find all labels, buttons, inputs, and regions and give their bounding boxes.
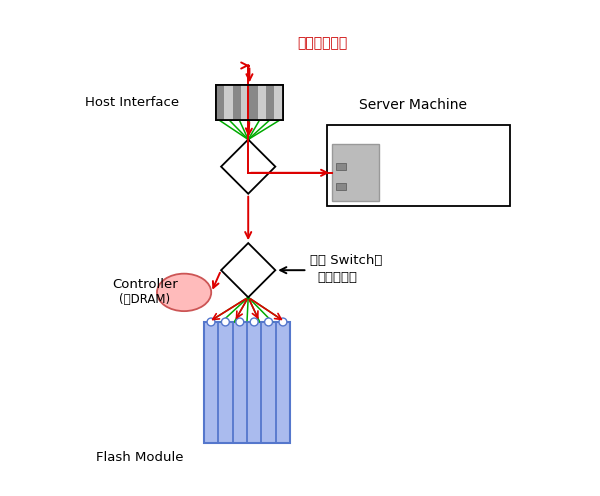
Text: この Switchで: この Switchで (310, 254, 382, 267)
Text: データの流れ: データの流れ (297, 36, 347, 50)
Bar (224, 85, 233, 120)
Text: Host Interface: Host Interface (85, 96, 179, 109)
Ellipse shape (157, 274, 211, 311)
Text: Server Machine: Server Machine (359, 98, 467, 112)
Text: Controller: Controller (112, 278, 178, 292)
Bar (204, 322, 290, 443)
Circle shape (236, 318, 244, 326)
Bar (266, 85, 274, 120)
Circle shape (207, 318, 215, 326)
Text: Flash Module: Flash Module (96, 451, 184, 464)
Polygon shape (221, 243, 275, 297)
Bar (250, 85, 258, 120)
Bar (241, 85, 250, 120)
Bar (336, 183, 346, 190)
Polygon shape (221, 139, 275, 194)
Bar (216, 85, 283, 120)
Bar (216, 85, 224, 120)
Text: (のDRAM): (のDRAM) (119, 293, 170, 307)
Bar (274, 85, 283, 120)
Circle shape (250, 318, 258, 326)
Bar (258, 85, 266, 120)
Bar (216, 85, 283, 120)
Circle shape (279, 318, 287, 326)
Bar (327, 124, 509, 206)
Circle shape (221, 318, 229, 326)
Bar (233, 85, 241, 120)
Bar (332, 144, 379, 201)
Text: 複製される: 複製される (317, 271, 357, 284)
Circle shape (265, 318, 272, 326)
Bar (336, 163, 346, 170)
